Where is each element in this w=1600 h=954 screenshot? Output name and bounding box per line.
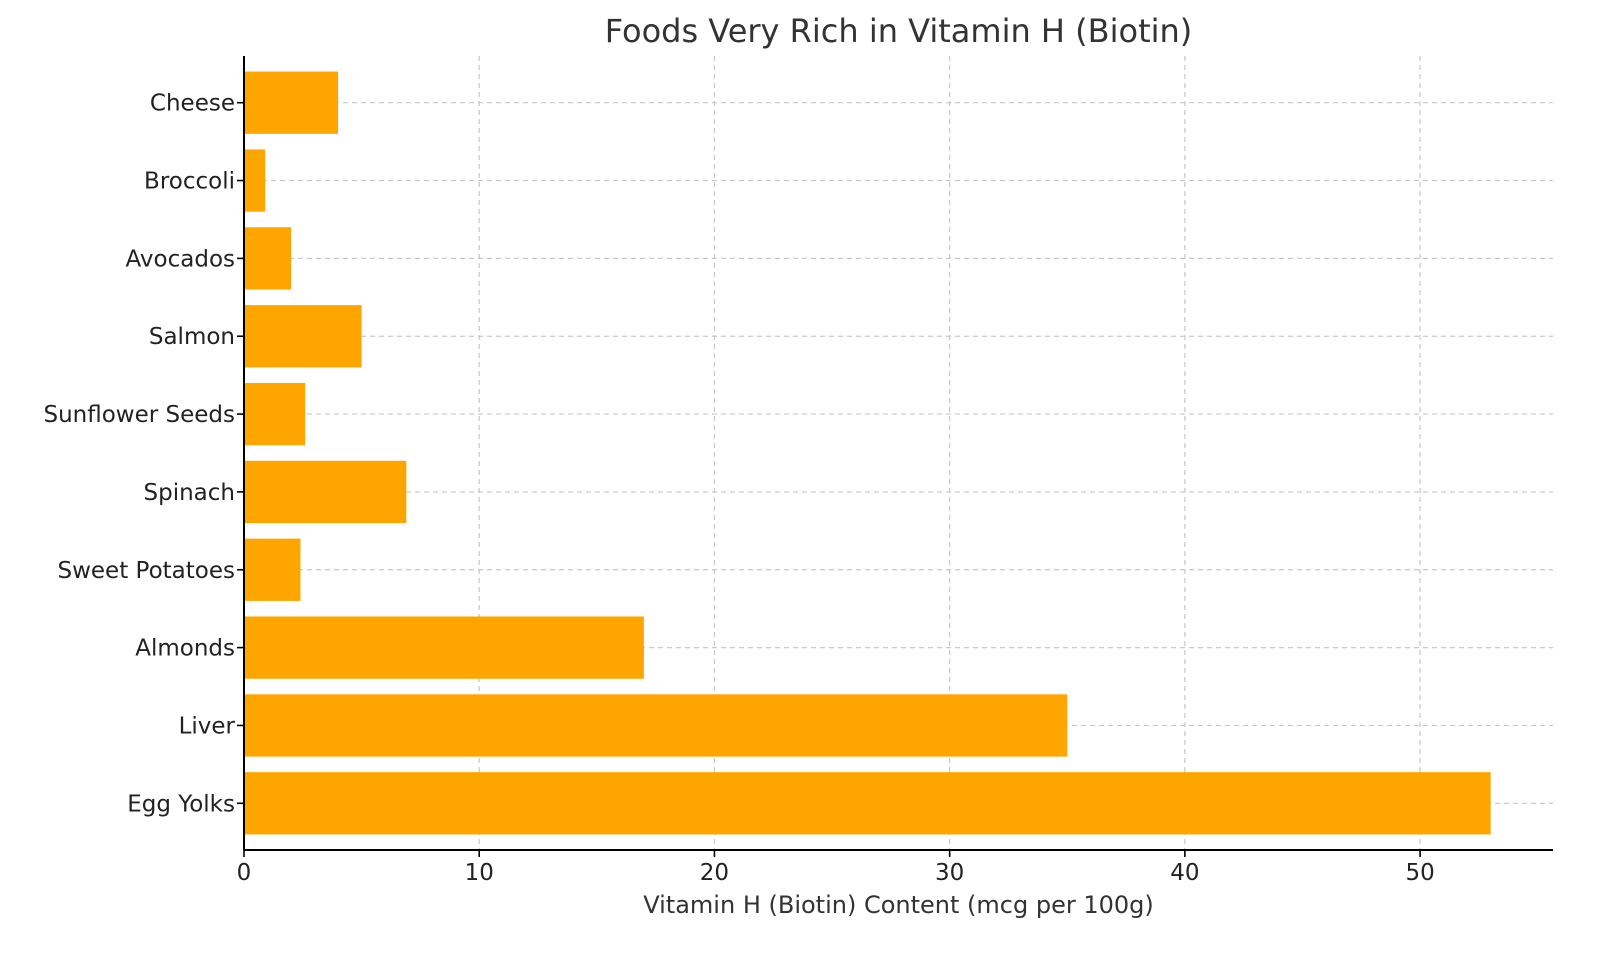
bars [244,71,1491,835]
bar [244,772,1491,835]
y-tick-label: Broccoli [144,169,235,195]
y-tick-label: Almonds [135,636,235,662]
bar [244,227,292,290]
bar [244,382,306,446]
x-tick-label: 0 [237,860,252,886]
x-tick-label: 20 [700,860,729,886]
ticks: 0 10 20 30 40 50 Egg Yolks Liver Almonds Sweet Po… [43,91,1434,886]
axes [243,56,1553,851]
x-tick-label: 30 [935,860,964,886]
bar [244,460,407,524]
x-tick-label: 10 [465,860,494,886]
y-tick-label: Egg Yolks [127,791,235,817]
y-tick-label: Avocados [126,246,235,272]
y-tick-label: Sweet Potatoes [58,558,236,584]
y-tick-label: Salmon [149,324,235,350]
y-tick-label: Liver [179,713,236,739]
bar [244,538,301,601]
bar [244,694,1068,757]
bar [244,616,644,679]
x-tick-label: 50 [1405,860,1434,886]
y-tick-label: Spinach [144,480,235,506]
bar [244,305,362,368]
y-tick-label: Sunflower Seeds [43,402,235,428]
x-axis-label: Vitamin H (Biotin) Content (mcg per 100g… [643,891,1153,919]
chart-title: Foods Very Rich in Vitamin H (Biotin) [605,12,1193,50]
bar [244,71,339,134]
y-tick-label: Cheese [150,91,235,117]
x-tick-label: 40 [1170,860,1199,886]
bar [244,149,266,212]
